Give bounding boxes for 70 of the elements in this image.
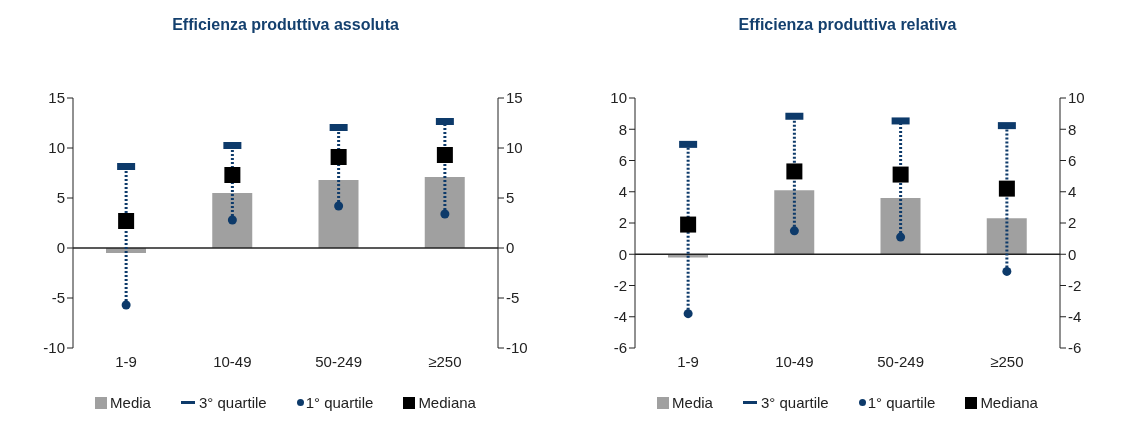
point	[1002, 266, 1012, 276]
y2-tick-label: 8	[1068, 120, 1077, 138]
y2-tick-label: 4	[1068, 183, 1077, 201]
legend-label: Media	[671, 394, 713, 411]
y2-tick-label: -6	[1068, 339, 1082, 357]
point	[118, 213, 135, 229]
chart-title: Efficienza produttiva relativa	[737, 16, 958, 35]
point	[224, 167, 241, 183]
y2-tick-label: 0	[506, 239, 515, 257]
legend-label: 1° quartile	[866, 394, 936, 411]
y-tick-label: -4	[613, 308, 627, 326]
point	[998, 180, 1015, 197]
y-tick-label: 0	[618, 245, 627, 263]
y2-tick-label: -10	[506, 339, 528, 357]
bar	[880, 198, 921, 255]
x-tick-label: 1-9	[677, 352, 699, 370]
point	[683, 309, 693, 319]
y2-tick-label: 5	[506, 189, 515, 207]
y-tick-label: 0	[56, 239, 65, 257]
x-tick-label: 50-249	[877, 352, 924, 370]
point	[330, 149, 347, 165]
x-tick-label: 50-249	[315, 352, 362, 370]
y-tick-label: -5	[51, 289, 65, 307]
y-tick-label: 2	[618, 214, 627, 232]
point	[440, 209, 450, 219]
legend-label: Mediana	[417, 394, 476, 411]
y-tick-label: 4	[618, 183, 627, 201]
point	[227, 215, 237, 225]
x-tick-label: 1-9	[115, 352, 137, 370]
y2-tick-label: -4	[1068, 308, 1082, 326]
legend-label: Mediana	[979, 394, 1038, 411]
legend-label: 3° quartile	[759, 394, 829, 411]
point	[786, 163, 803, 180]
point	[896, 232, 906, 242]
y-tick-label: 5	[56, 189, 65, 207]
y-tick-label: 10	[48, 139, 65, 157]
y2-tick-label: 10	[506, 139, 523, 157]
y2-tick-label: 10	[1068, 89, 1085, 107]
legend-label: 3° quartile	[197, 394, 267, 411]
y-tick-label: 15	[48, 89, 65, 107]
y-tick-label: 8	[618, 120, 627, 138]
bar	[986, 218, 1027, 255]
x-tick-label: 10-49	[775, 352, 814, 370]
y-tick-label: -6	[613, 339, 627, 357]
point	[436, 147, 453, 163]
x-tick-label: ≥250	[428, 352, 462, 370]
point	[334, 201, 344, 211]
bar	[212, 193, 253, 248]
x-tick-label: ≥250	[990, 352, 1024, 370]
x-tick-label: 10-49	[213, 352, 252, 370]
point	[789, 226, 799, 236]
y2-tick-label: -2	[1068, 276, 1082, 294]
y2-tick-label: -5	[506, 289, 520, 307]
chart-title: Efficienza produttiva assoluta	[171, 16, 400, 35]
y-tick-label: 10	[610, 89, 627, 107]
legend-label: Media	[109, 394, 151, 411]
point	[680, 216, 697, 233]
y-tick-label: -10	[43, 339, 65, 357]
y-tick-label: -2	[613, 276, 627, 294]
bar	[424, 177, 465, 248]
bar	[318, 180, 359, 248]
y2-tick-label: 6	[1068, 151, 1077, 169]
legend-label: 1° quartile	[304, 394, 374, 411]
y2-tick-label: 0	[1068, 245, 1077, 263]
bar	[774, 190, 815, 255]
point	[121, 300, 131, 310]
y2-tick-label: 15	[506, 89, 523, 107]
y-tick-label: 6	[618, 151, 627, 169]
y2-tick-label: 2	[1068, 214, 1077, 232]
point	[892, 166, 909, 183]
